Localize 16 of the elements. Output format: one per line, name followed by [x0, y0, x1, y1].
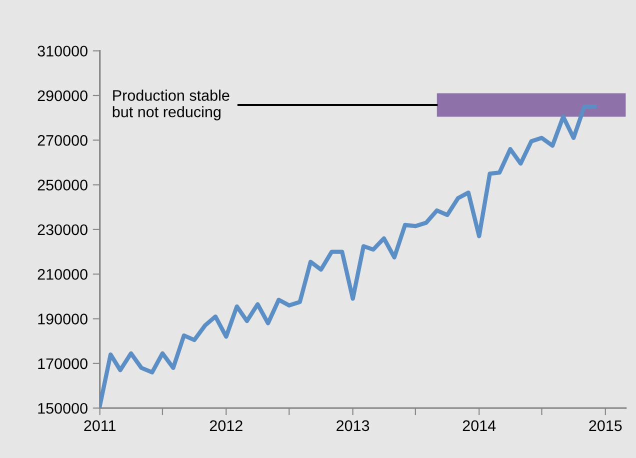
y-tick-label: 230000 [38, 224, 88, 236]
y-tick-label: 170000 [38, 358, 88, 370]
y-tick-label: 210000 [38, 268, 88, 280]
y-tick-label: 150000 [38, 402, 88, 414]
x-tick-label: 2015 [589, 420, 622, 432]
x-tick-label: 2012 [210, 420, 242, 432]
line-series [100, 104, 597, 408]
y-tick-label: 290000 [38, 90, 88, 102]
annotation: Production stable but not reducing [112, 90, 230, 120]
x-tick-label: 2013 [336, 420, 370, 432]
x-tick-label: 2011 [84, 420, 116, 432]
y-tick-label: 250000 [38, 180, 88, 190]
y-tick-label: 190000 [38, 314, 88, 324]
y-tick-label: 270000 [38, 135, 88, 146]
y-tick-label: 310000 [38, 46, 88, 57]
x-tick-label: 2014 [462, 420, 496, 432]
